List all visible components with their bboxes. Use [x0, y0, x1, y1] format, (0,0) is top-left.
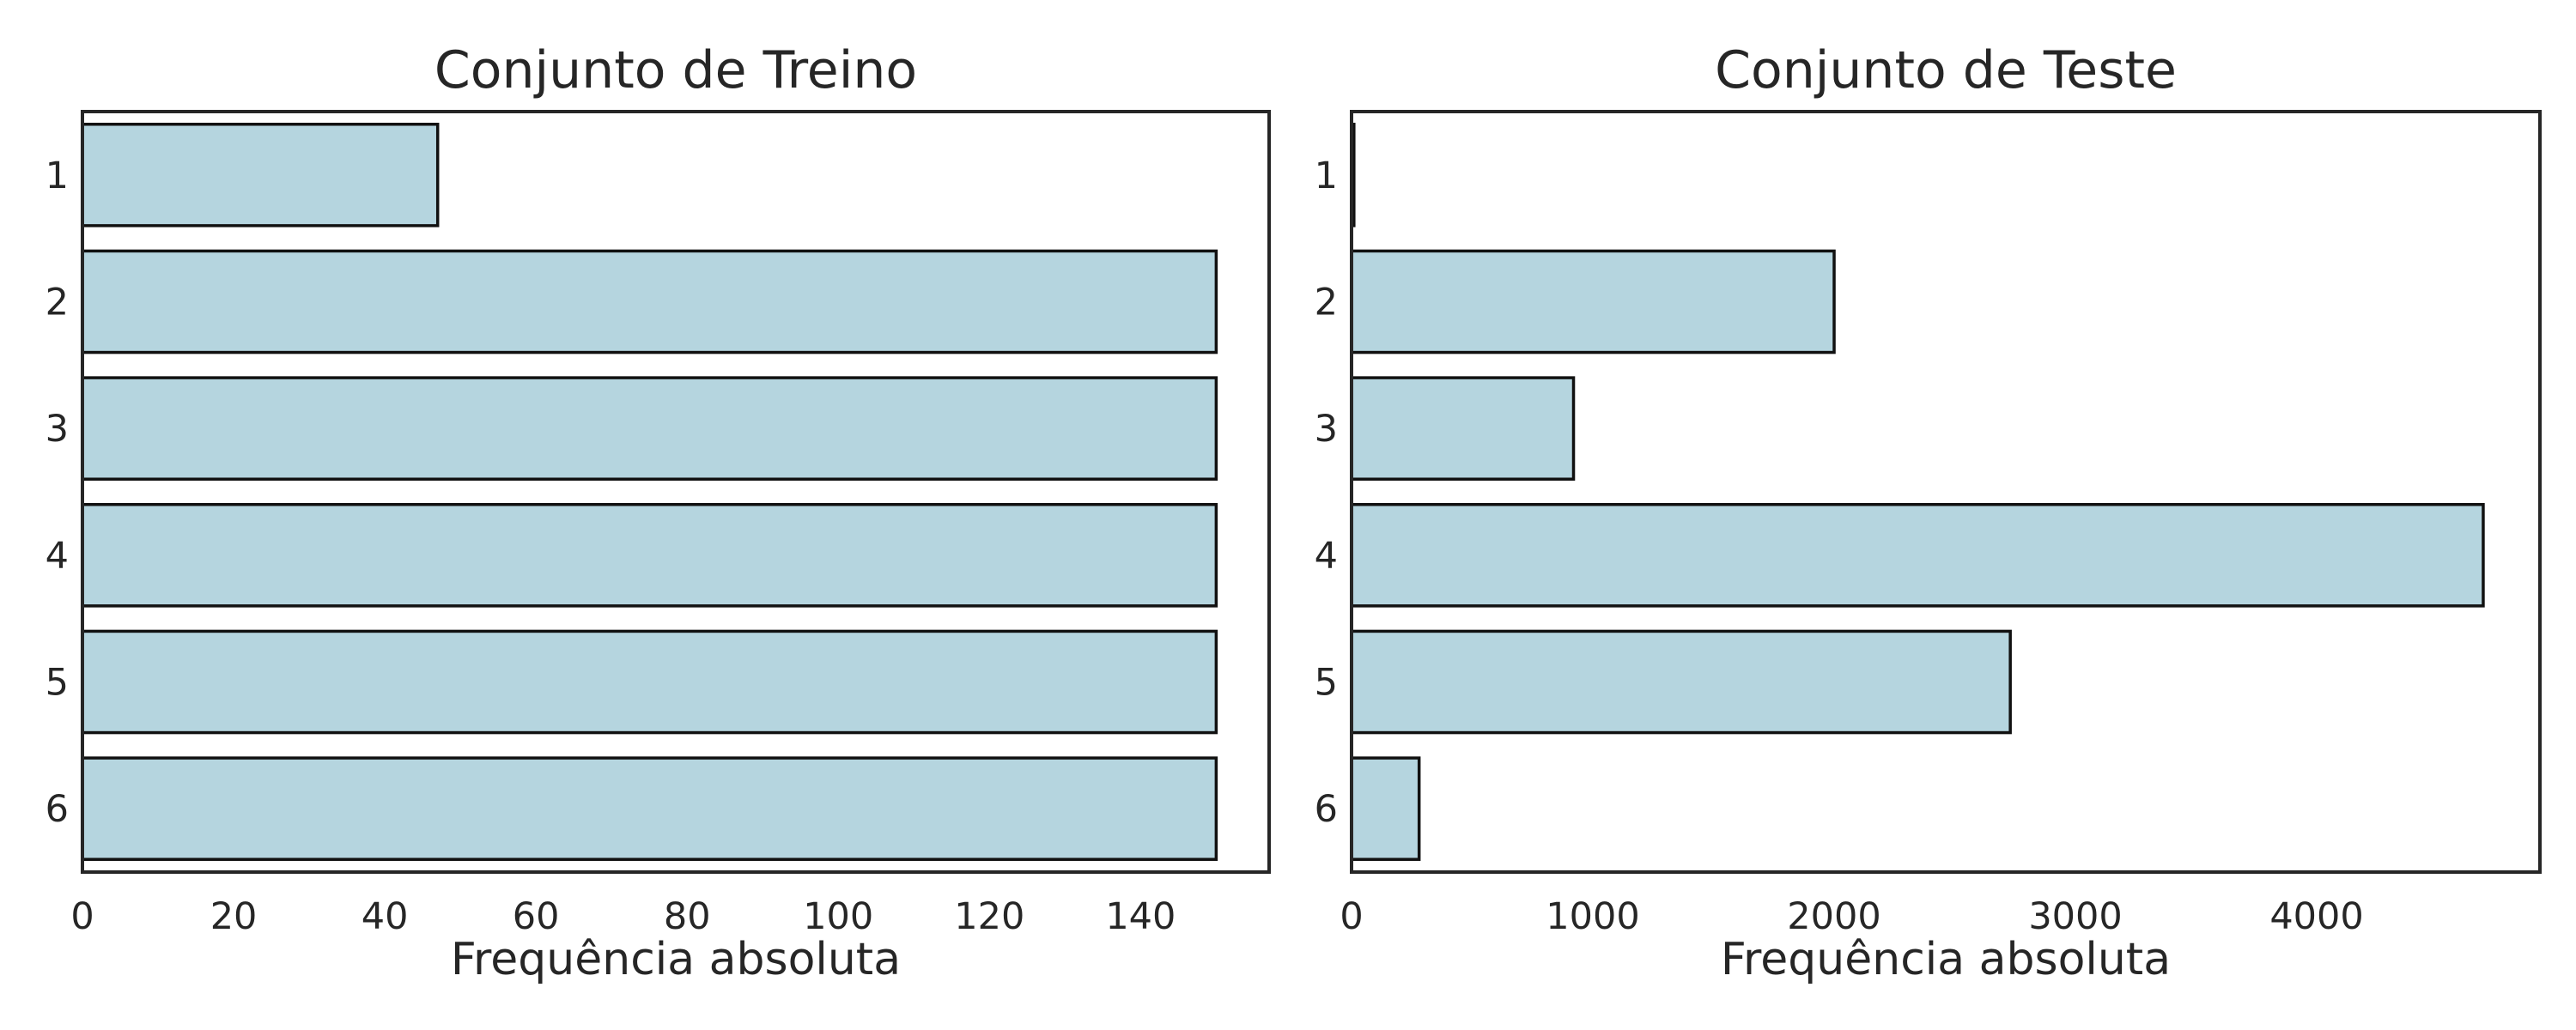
- train-y-tick-label: 4: [46, 535, 69, 578]
- train-x-tick-label: 120: [954, 895, 1024, 938]
- test-bar-5: [1350, 629, 2012, 735]
- test-x-ticks: 0 1000 2000 3000 4000: [1340, 895, 2363, 938]
- train-y-tick-label: 2: [46, 282, 69, 324]
- test-y-tick-label: 1: [1315, 154, 1338, 197]
- train-x-tick-label: 40: [361, 895, 409, 938]
- train-bar-2: [81, 249, 1218, 354]
- train-y-tick-label: 6: [46, 788, 69, 831]
- test-x-tick-label: 2000: [1787, 895, 1880, 938]
- test-y-tick-label: 4: [1315, 535, 1338, 578]
- test-x-tick-label: 0: [1340, 895, 1363, 938]
- train-bar-6: [81, 756, 1218, 861]
- train-x-axis-label: Frequência absoluta: [451, 934, 901, 985]
- test-x-tick-label: 4000: [2269, 895, 2363, 938]
- train-bar-5: [81, 629, 1218, 735]
- test-bar-3: [1350, 376, 1576, 481]
- train-bar-1: [81, 123, 440, 227]
- train-x-tick-label: 100: [803, 895, 873, 938]
- train-x-tick-label: 60: [513, 895, 560, 938]
- train-y-ticks: 1 2 3 4 5 6: [46, 154, 69, 831]
- train-x-tick-label: 140: [1105, 895, 1176, 938]
- train-axes-frame: [81, 110, 1271, 874]
- test-x-tick-label: 1000: [1546, 895, 1639, 938]
- test-x-axis-label: Frequência absoluta: [1721, 934, 2171, 985]
- test-y-ticks: 1 2 3 4 5 6: [1315, 154, 1338, 831]
- test-y-tick-label: 2: [1315, 282, 1338, 324]
- train-y-tick-label: 1: [46, 154, 69, 197]
- train-bar-3: [81, 376, 1218, 481]
- train-panel: Conjunto de Treino 1 2 3 4 5 6 0 20 40 60 80 100 12…: [46, 40, 1271, 985]
- test-y-tick-label: 6: [1315, 788, 1338, 831]
- test-bar-6: [1350, 756, 1421, 861]
- test-y-tick-label: 5: [1315, 662, 1338, 705]
- train-x-tick-label: 0: [70, 895, 94, 938]
- train-bar-4: [81, 503, 1218, 608]
- test-bar-4: [1350, 503, 2485, 608]
- test-bar-2: [1350, 249, 1836, 354]
- train-bars: [81, 123, 1218, 861]
- train-y-tick-label: 3: [46, 408, 69, 451]
- test-axes-frame: [1350, 110, 2542, 874]
- test-title: Conjunto de Teste: [1715, 40, 2177, 100]
- train-x-tick-label: 20: [210, 895, 258, 938]
- train-x-ticks: 0 20 40 60 80 100 120 140: [70, 895, 1176, 938]
- train-y-tick-label: 5: [46, 662, 69, 705]
- train-x-tick-label: 80: [664, 895, 711, 938]
- test-x-tick-label: 3000: [2028, 895, 2122, 938]
- test-panel: Conjunto de Teste 1 2 3 4 5 6 0 1000 2000 3000 40…: [1315, 40, 2542, 985]
- test-y-tick-label: 3: [1315, 408, 1338, 451]
- train-title: Conjunto de Treino: [434, 40, 917, 100]
